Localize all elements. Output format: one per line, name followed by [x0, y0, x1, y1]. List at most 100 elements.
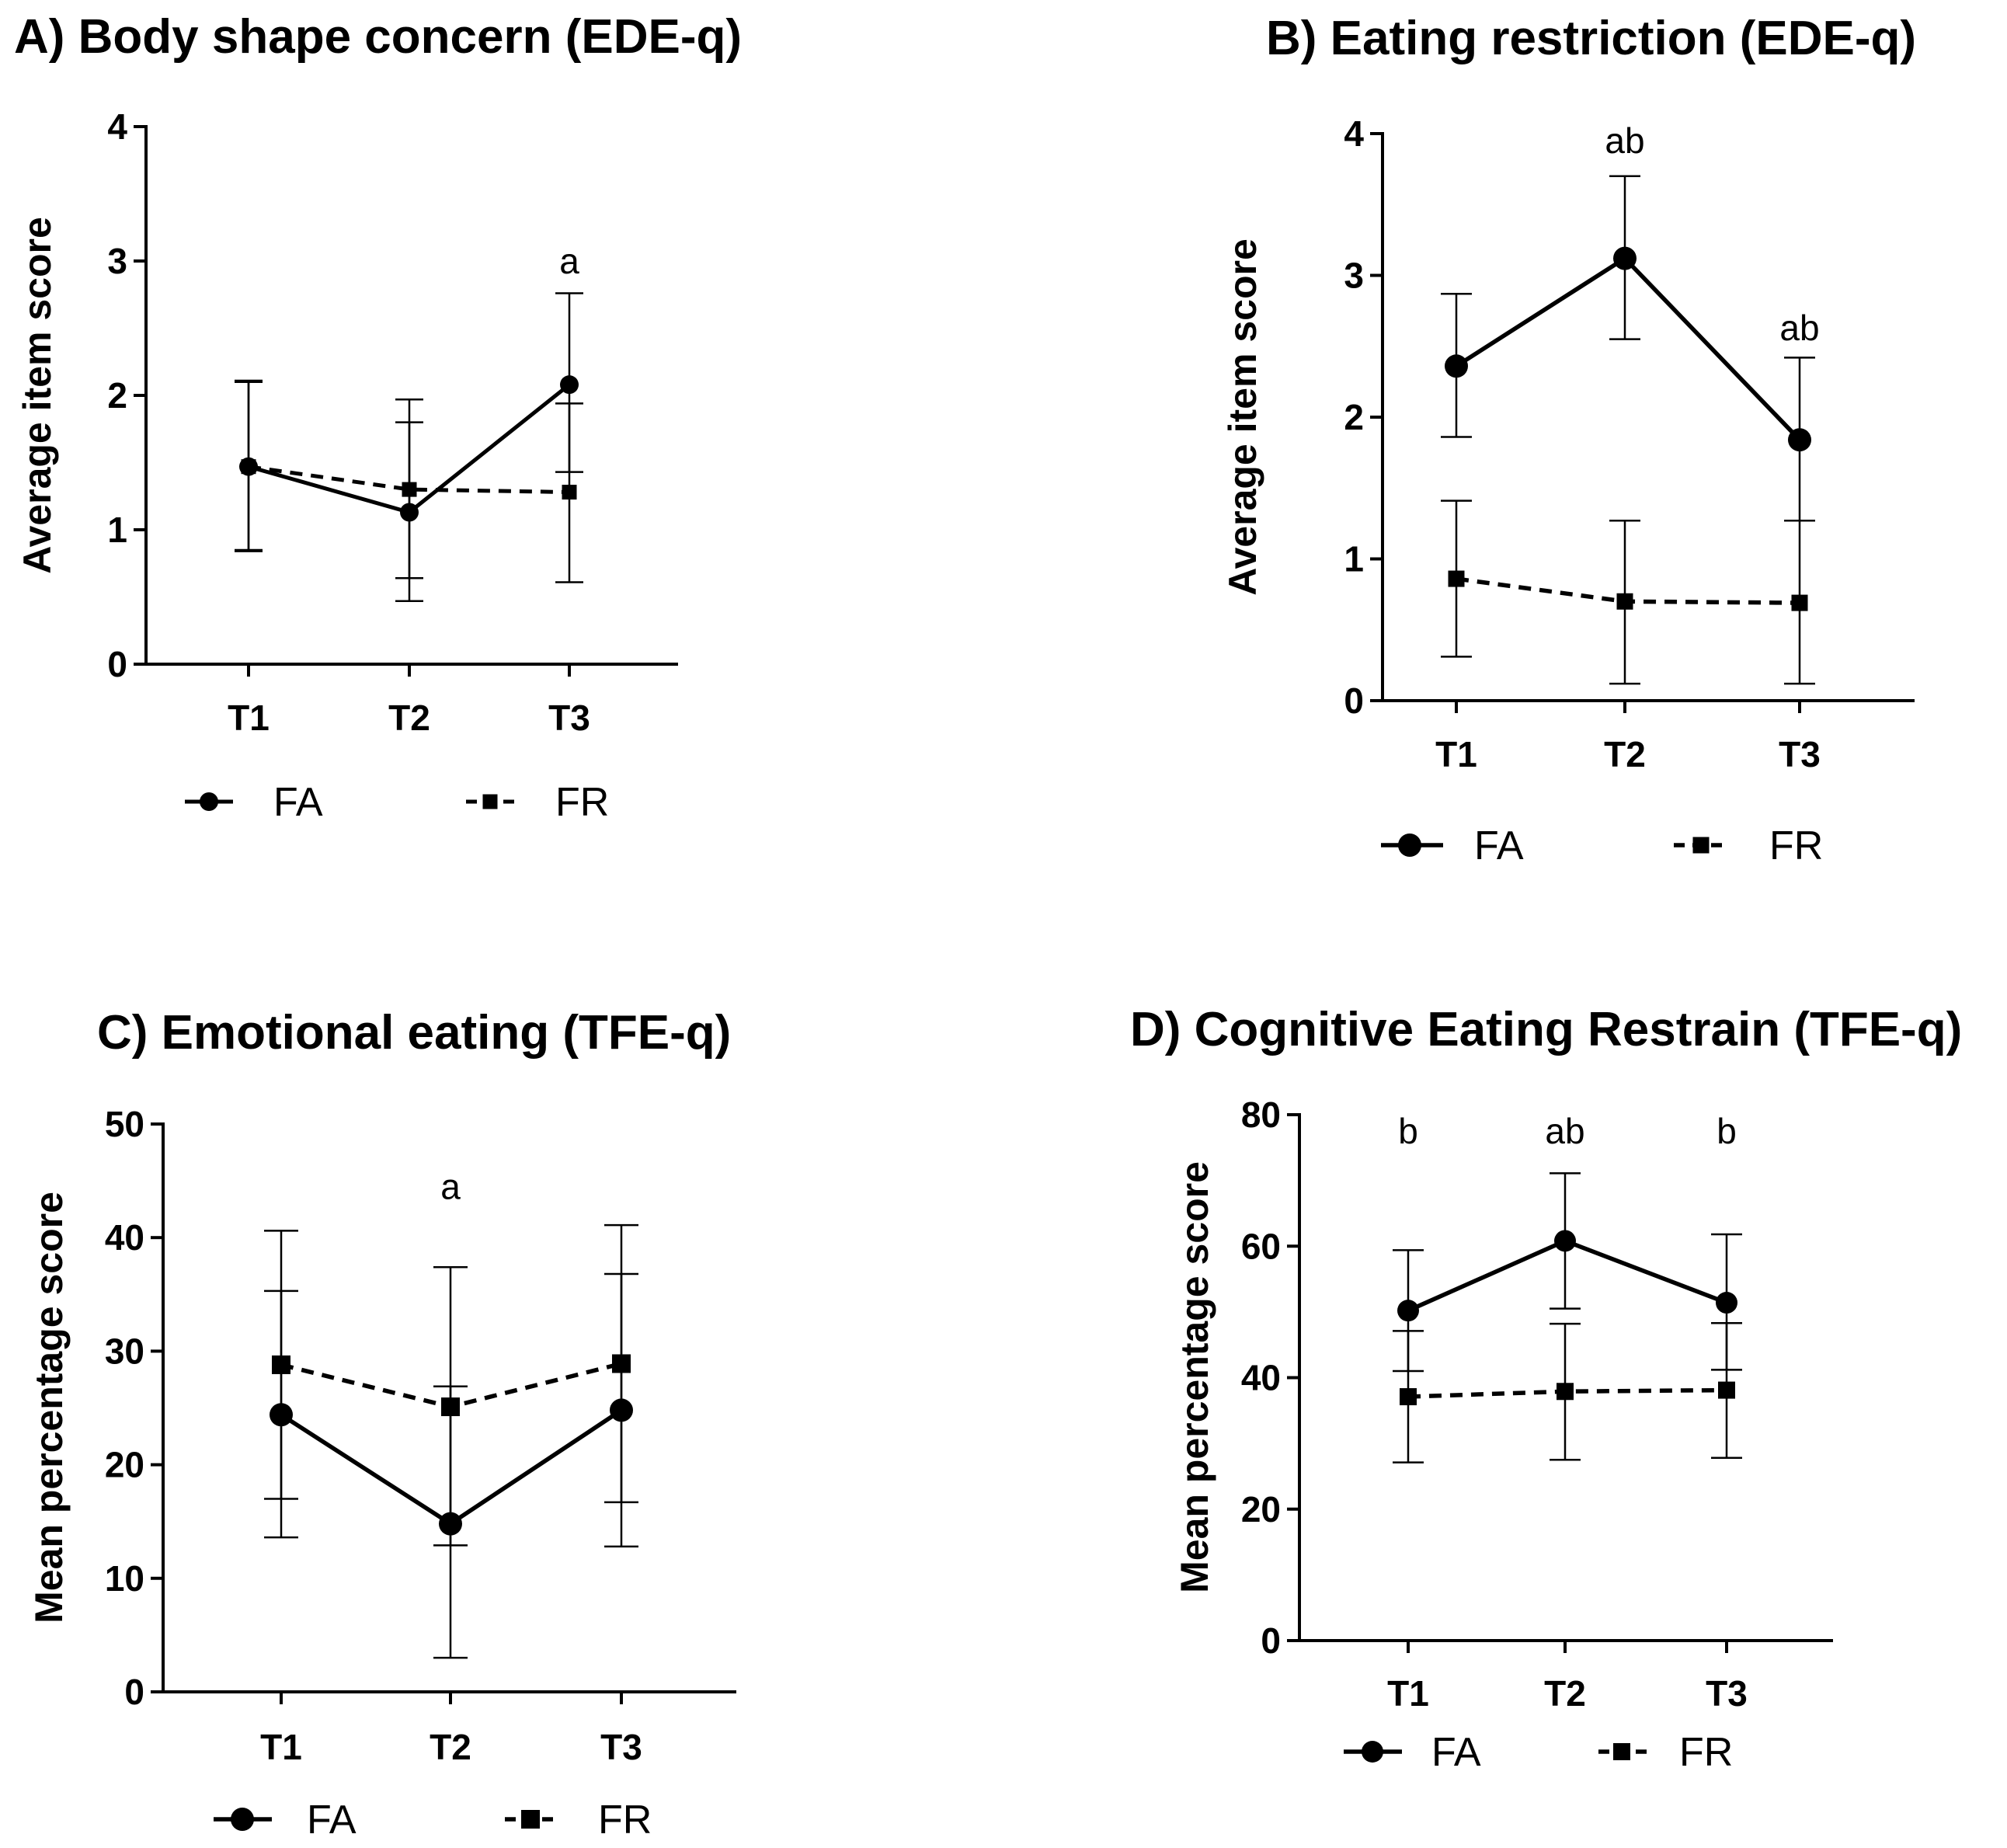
data-point: [560, 375, 579, 395]
data-point: [1716, 1292, 1737, 1314]
y-tick-label: 3: [1344, 256, 1364, 296]
series-fa: [1393, 1172, 1742, 1373]
legend-marker: [1613, 1743, 1630, 1760]
data-point: [1448, 570, 1465, 587]
legend-item-fa: FA: [214, 1798, 357, 1843]
y-axis-label: Average item score: [1221, 238, 1264, 596]
y-tick-label: 40: [105, 1217, 144, 1258]
y-tick-label: 10: [105, 1558, 144, 1599]
y-tick-label: 0: [1261, 1620, 1281, 1661]
x-tick-label: T3: [548, 698, 590, 738]
x-tick-label: T2: [1544, 1673, 1586, 1714]
data-point: [270, 1403, 293, 1427]
y-tick-label: 3: [107, 241, 127, 281]
y-axis-label: Average item score: [16, 217, 59, 574]
series-line: [1455, 256, 1801, 442]
legend-label: FR: [598, 1798, 652, 1843]
data-point: [1400, 1388, 1417, 1406]
legend-marker: [521, 1810, 540, 1829]
y-tick-label: 50: [105, 1104, 144, 1144]
legend-item-fa: FA: [1344, 1730, 1481, 1775]
data-point: [1554, 1230, 1576, 1252]
legend-marker: [200, 792, 218, 811]
legend-label: FR: [1769, 823, 1823, 868]
y-tick-label: 0: [124, 1672, 144, 1712]
data-point: [1616, 593, 1633, 610]
series-fr: [1441, 499, 1815, 685]
legend-marker: [1362, 1741, 1383, 1763]
x-tick-label: T2: [1604, 734, 1646, 774]
data-point: [439, 1512, 462, 1536]
y-tick-label: 40: [1241, 1358, 1281, 1398]
significance-annotation: a: [440, 1166, 461, 1206]
legend-label: FR: [1679, 1730, 1733, 1775]
chart-title: D) Cognitive Eating Restrain (TFE-q): [1130, 1003, 1962, 1056]
legend-label: FA: [273, 780, 323, 825]
legend-item-fr: FR: [1598, 1730, 1733, 1775]
y-tick-label: 4: [1344, 113, 1364, 154]
y-tick-label: 0: [107, 644, 127, 684]
chart-title: B) Eating restriction (EDE-q): [1266, 12, 1916, 65]
y-tick-label: 4: [107, 106, 127, 147]
x-tick-label: T3: [1779, 734, 1821, 774]
y-tick-label: 60: [1241, 1226, 1281, 1266]
significance-annotation: b: [1398, 1111, 1418, 1151]
y-tick-label: 30: [105, 1331, 144, 1371]
legend-marker: [1398, 834, 1421, 857]
y-tick-label: 1: [107, 510, 127, 550]
legend-label: FA: [1431, 1730, 1481, 1775]
chart-panel-4: D) Cognitive Eating Restrain (TFE-q) 0 20 4…: [1130, 1003, 1962, 1775]
series-fa: [235, 292, 583, 602]
data-point: [610, 1398, 633, 1422]
y-tick-label: 80: [1241, 1095, 1281, 1135]
legend-marker: [482, 794, 498, 809]
data-point: [1397, 1300, 1419, 1322]
y-tick-label: 2: [1344, 397, 1364, 437]
series-line: [248, 465, 570, 495]
chart-panel-3: C) Emotional eating (TFE-q) 0 10 20 30 40 50 T1…: [27, 1006, 736, 1843]
data-point: [1791, 594, 1808, 611]
legend: FA FR: [214, 1798, 652, 1843]
significance-annotation: a: [559, 241, 579, 281]
chart-title: A) Body shape concern (EDE-q): [14, 10, 742, 64]
y-tick-label: 20: [105, 1445, 144, 1485]
significance-annotation: ab: [1779, 308, 1819, 348]
x-tick-label: T3: [1706, 1673, 1748, 1714]
legend-label: FA: [307, 1798, 357, 1843]
data-point: [239, 457, 258, 476]
legend-marker: [231, 1808, 254, 1831]
chart-title: C) Emotional eating (TFE-q): [97, 1006, 731, 1060]
y-tick-label: 1: [1344, 539, 1364, 579]
data-point: [1557, 1383, 1574, 1401]
data-point: [562, 485, 577, 500]
x-tick-label: T2: [388, 698, 430, 738]
legend-item-fr: FR: [466, 780, 609, 825]
legend-item-fr: FR: [505, 1798, 652, 1843]
legend: FA FR: [1381, 823, 1823, 868]
data-point: [1445, 354, 1468, 378]
y-tick-label: 0: [1344, 680, 1364, 721]
x-tick-label: T1: [1387, 1673, 1429, 1714]
y-tick-label: 2: [107, 375, 127, 416]
x-tick-label: T2: [430, 1727, 471, 1767]
chart-panel-1: A) Body shape concern (EDE-q) 0 1 2 3 4 T1 T2 T3…: [14, 10, 742, 825]
y-tick-label: 20: [1241, 1489, 1281, 1530]
legend-label: FA: [1474, 823, 1524, 868]
chart-panel-2: B) Eating restriction (EDE-q) 0 1 2 3 4 T1 T2 T3…: [1221, 12, 1916, 868]
series-fa: [1441, 175, 1815, 522]
series-fa: [264, 1272, 638, 1659]
x-tick-label: T1: [260, 1727, 302, 1767]
legend: FA FR: [185, 780, 609, 825]
significance-annotation: ab: [1545, 1111, 1584, 1151]
data-point: [1788, 428, 1811, 452]
series-fr: [1393, 1322, 1742, 1463]
legend-marker: [1692, 837, 1710, 854]
legend-item-fa: FA: [185, 780, 323, 825]
y-axis-label: Mean percentage score: [1173, 1161, 1216, 1593]
legend-item-fa: FA: [1381, 823, 1524, 868]
y-axis-label: Mean percentage score: [27, 1192, 71, 1624]
data-point: [1718, 1381, 1735, 1399]
data-point: [400, 503, 419, 522]
data-point: [1613, 246, 1637, 270]
